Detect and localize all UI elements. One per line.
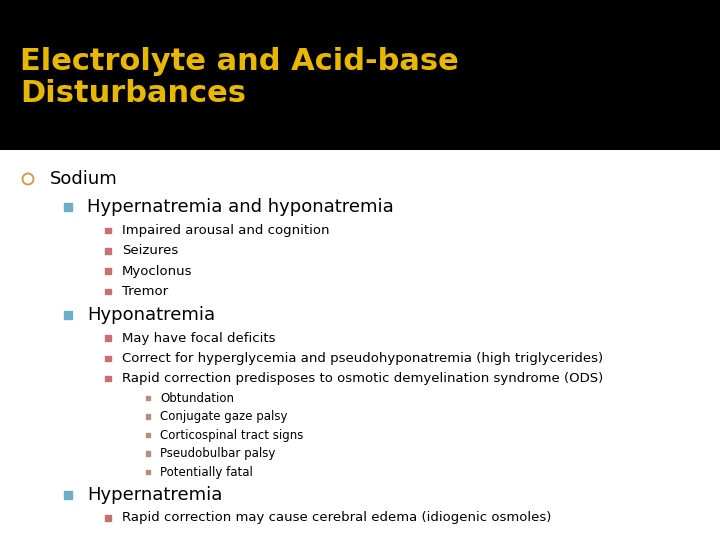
Text: Pseudobulbar palsy: Pseudobulbar palsy (160, 447, 275, 460)
FancyBboxPatch shape (105, 268, 111, 274)
FancyBboxPatch shape (64, 310, 72, 319)
FancyBboxPatch shape (105, 288, 111, 294)
FancyBboxPatch shape (145, 451, 150, 456)
Text: Rapid correction predisposes to osmotic demyelination syndrome (ODS): Rapid correction predisposes to osmotic … (122, 372, 603, 385)
Text: Sodium: Sodium (50, 170, 118, 188)
Text: May have focal deficits: May have focal deficits (122, 332, 276, 345)
Text: Hypernatremia and hyponatremia: Hypernatremia and hyponatremia (87, 198, 394, 216)
FancyBboxPatch shape (105, 228, 111, 233)
Text: Obtundation: Obtundation (160, 392, 234, 404)
Text: Correct for hyperglycemia and pseudohyponatremia (high triglycerides): Correct for hyperglycemia and pseudohypo… (122, 352, 603, 365)
Text: Disturbances: Disturbances (20, 78, 246, 107)
FancyBboxPatch shape (105, 248, 111, 254)
Text: Potentially fatal: Potentially fatal (160, 465, 253, 478)
FancyBboxPatch shape (64, 203, 72, 211)
FancyBboxPatch shape (145, 470, 150, 474)
FancyBboxPatch shape (105, 355, 111, 361)
FancyBboxPatch shape (64, 490, 72, 498)
FancyBboxPatch shape (105, 335, 111, 341)
Text: Corticospinal tract signs: Corticospinal tract signs (160, 429, 303, 442)
Text: Electrolyte and Acid-base: Electrolyte and Acid-base (20, 46, 459, 76)
FancyBboxPatch shape (145, 396, 150, 400)
Text: Tremor: Tremor (122, 285, 168, 298)
FancyBboxPatch shape (105, 515, 111, 521)
Text: Conjugate gaze palsy: Conjugate gaze palsy (160, 410, 287, 423)
Text: Rapid correction may cause cerebral edema (idiogenic osmoles): Rapid correction may cause cerebral edem… (122, 511, 552, 524)
Text: Myoclonus: Myoclonus (122, 265, 192, 278)
Text: Seizures: Seizures (122, 244, 179, 258)
Text: Impaired arousal and cognition: Impaired arousal and cognition (122, 224, 330, 237)
FancyBboxPatch shape (105, 376, 111, 381)
Text: Hyponatremia: Hyponatremia (87, 306, 215, 323)
Text: Hypernatremia: Hypernatremia (87, 485, 222, 503)
FancyBboxPatch shape (145, 414, 150, 418)
FancyBboxPatch shape (145, 433, 150, 437)
